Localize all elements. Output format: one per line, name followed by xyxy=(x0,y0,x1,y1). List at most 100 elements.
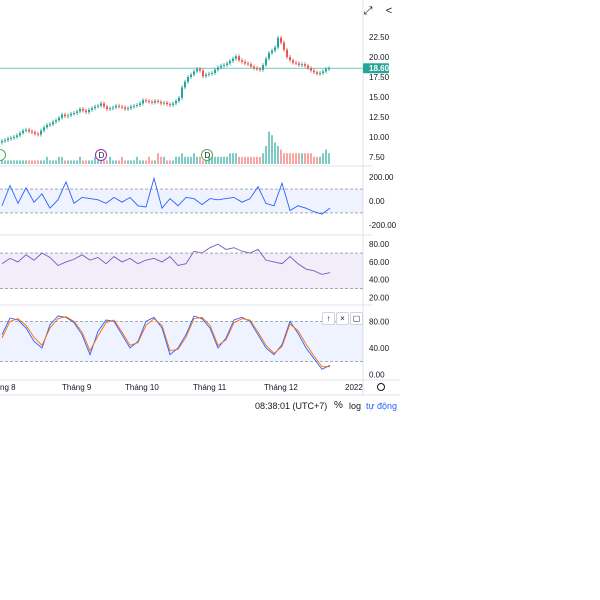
candle-body xyxy=(109,108,111,110)
candle-body xyxy=(61,114,63,118)
candle-body xyxy=(19,133,21,136)
settings-gear-icon xyxy=(377,383,385,391)
candle-body xyxy=(91,108,93,110)
volume-bar xyxy=(292,153,294,164)
candle-body xyxy=(265,58,267,65)
candle-body xyxy=(205,74,207,77)
candle-body xyxy=(10,137,12,139)
percent-scale-toggle[interactable]: % xyxy=(334,400,343,411)
rsi-line xyxy=(1,243,331,275)
candle-body xyxy=(184,81,186,88)
candle-body xyxy=(283,42,285,50)
close-pane-button[interactable]: × xyxy=(336,312,349,325)
volume-bar xyxy=(127,160,129,164)
candle-body xyxy=(304,64,306,66)
current-price-tag xyxy=(363,63,389,74)
volume-bar xyxy=(304,153,306,164)
volume-bar xyxy=(175,156,177,164)
candle-body xyxy=(121,106,123,108)
candle-body xyxy=(163,102,165,104)
stock-chart[interactable]: D D 18.60 22.50 20.00 17.50 15.00 12.50 10.00 7.… xyxy=(0,0,400,415)
volume-bar xyxy=(61,156,63,164)
candle-body xyxy=(22,130,24,133)
auto-scale-toggle[interactable]: tự động xyxy=(366,401,398,411)
log-scale-toggle[interactable]: log xyxy=(349,401,362,411)
event-marker xyxy=(95,149,107,161)
volume-bar xyxy=(319,156,321,164)
candle-body xyxy=(4,140,6,142)
volume-bar xyxy=(325,149,327,164)
candle-body xyxy=(43,127,45,131)
volume-bar xyxy=(274,142,276,164)
move-up-button[interactable]: ↑ xyxy=(322,312,335,325)
time-tick-label: Tháng 11 xyxy=(193,383,227,392)
volume-bar xyxy=(193,153,195,164)
volume-bar xyxy=(133,160,135,164)
candle-body xyxy=(199,69,201,71)
volume-bar xyxy=(163,156,165,164)
volume-bar xyxy=(316,156,318,164)
volume-bar xyxy=(280,149,282,164)
volume-bar xyxy=(151,160,153,164)
candle-body xyxy=(46,125,48,128)
share-button[interactable]: < xyxy=(380,2,398,20)
candle-body xyxy=(16,135,18,137)
candle-body xyxy=(34,132,36,134)
candle-body xyxy=(133,105,135,107)
volume-bar xyxy=(295,153,297,164)
volume-bar xyxy=(247,156,249,164)
price-tick-label: 7.50 xyxy=(369,153,385,162)
candle-body xyxy=(316,72,318,74)
candle-body xyxy=(235,56,237,59)
bottom-toolbar: 08:38:01 (UTC+7) % log tự động xyxy=(0,395,400,415)
volume-bar xyxy=(217,156,219,164)
candle-body xyxy=(295,62,297,64)
candle-body xyxy=(172,103,174,105)
volume-bar xyxy=(145,160,147,164)
candle-body xyxy=(190,74,192,77)
candle-body xyxy=(250,64,252,67)
candle-body xyxy=(88,109,90,113)
volume-bar xyxy=(313,156,315,164)
fullscreen-button[interactable]: ⤢ xyxy=(359,2,377,20)
volume-bar xyxy=(13,160,15,164)
volume-bar xyxy=(88,160,90,164)
volume-bar xyxy=(103,160,105,164)
candle-body xyxy=(229,61,231,64)
candle-body xyxy=(55,120,57,122)
volume-bar xyxy=(214,156,216,164)
volume-bar xyxy=(76,160,78,164)
volume-bar xyxy=(16,160,18,164)
volume-bar xyxy=(157,153,159,164)
candle-body xyxy=(271,50,273,53)
maximize-pane-button[interactable]: ▢ xyxy=(350,312,363,325)
volume-bar xyxy=(310,153,312,164)
candle-body xyxy=(79,109,81,112)
volume-bar xyxy=(25,160,27,164)
volume-bar xyxy=(49,160,51,164)
volume-bar xyxy=(34,160,36,164)
current-price-label: 18.60 xyxy=(369,64,390,73)
volume-bar xyxy=(136,156,138,164)
candle-body xyxy=(307,65,309,69)
volume-bar xyxy=(52,160,54,164)
candle-body xyxy=(97,105,99,107)
candle-body xyxy=(103,103,105,107)
candle-body xyxy=(232,58,234,61)
volume-bar xyxy=(259,156,261,164)
volume-bar xyxy=(124,160,126,164)
rsi-tick-label: 20.00 xyxy=(369,294,390,303)
candle-body xyxy=(292,60,294,63)
candle-body xyxy=(256,68,258,70)
event-marker xyxy=(201,149,213,161)
volume-bar xyxy=(229,153,231,164)
candle-body xyxy=(319,73,321,74)
cci-tick-label: 200.00 xyxy=(369,173,394,182)
candle-body xyxy=(226,63,228,65)
candle-body xyxy=(145,100,147,102)
volume-bar xyxy=(253,156,255,164)
volume-bar xyxy=(241,156,243,164)
stoch-tick-label: 40.00 xyxy=(369,344,390,353)
volume-bar xyxy=(148,156,150,164)
candle-body xyxy=(160,101,162,104)
